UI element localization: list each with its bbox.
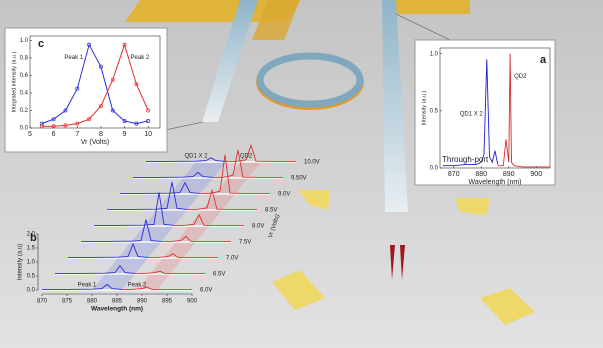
- voltage-label: 7.5V: [239, 240, 251, 246]
- peak-label: Peak 1: [78, 283, 97, 289]
- x-tick-label: 885: [112, 299, 123, 305]
- series-label: Peak 1: [64, 55, 83, 61]
- peak-label: QD2: [514, 74, 527, 80]
- x-tick-label: 880: [87, 299, 98, 305]
- figure: 870 880 890 900 0.0 0.5 1.0 Wavelength (nm) Inte…: [0, 0, 603, 348]
- y-tick-label: 0.0: [27, 288, 36, 294]
- voltage-label: 9.0V: [278, 192, 290, 198]
- y-tick-label: 1.0: [20, 38, 29, 44]
- y-tick-label: 0.0: [430, 166, 439, 172]
- y-tick-label: 0.4: [20, 91, 29, 97]
- y-tick-label: 0.5: [27, 274, 36, 280]
- y-tick-label: 0.8: [20, 55, 29, 61]
- y-tick-label: 0.5: [430, 108, 439, 114]
- y-tick-label: 0.0: [20, 126, 29, 132]
- x-tick-label: 900: [187, 299, 198, 305]
- x-tick-label: 9: [123, 131, 127, 138]
- y-tick-label: 0.6: [20, 73, 29, 79]
- voltage-label: 8.5V: [265, 208, 277, 214]
- x-tick-label: 900: [530, 171, 542, 178]
- y-tick-label: 1.0: [430, 51, 439, 57]
- panel-label: b: [30, 232, 37, 244]
- annotation: Through-port: [442, 155, 489, 164]
- x-tick-label: 5: [28, 131, 32, 138]
- x-tick-label: 875: [62, 299, 73, 305]
- x-tick-label: 870: [448, 171, 460, 178]
- panel-label: c: [38, 38, 44, 50]
- series-label: Peak 2: [131, 55, 150, 61]
- x-tick-label: 8: [99, 131, 103, 138]
- electrode: [395, 0, 470, 14]
- voltage-label: 9.50V: [291, 176, 307, 182]
- x-tick-label: 880: [475, 171, 487, 178]
- y-axis-label: Intensity (a.u): [18, 244, 24, 280]
- panel-label: a: [540, 54, 547, 66]
- y-axis-label: Integrated intensity (a.u.): [11, 51, 17, 112]
- x-tick-label: 7: [75, 131, 79, 138]
- voltage-label: 6.0V: [200, 288, 212, 294]
- x-tick-label: 890: [137, 299, 148, 305]
- voltage-label: 8.0V: [252, 224, 264, 230]
- y-tick-label: 1.0: [27, 260, 36, 266]
- peak-label: Peak 2: [128, 283, 147, 289]
- x-tick-label: 6: [52, 131, 56, 138]
- x-tick-label: 10: [144, 131, 152, 138]
- y-axis-label: Intensity (a.u.): [421, 90, 427, 125]
- voltage-label: 6.5V: [213, 272, 225, 278]
- y-tick-label: 0.2: [20, 108, 29, 114]
- x-tick-label: 870: [37, 299, 48, 305]
- x-tick-label: 895: [162, 299, 173, 305]
- voltage-label: 10.0V: [304, 160, 320, 166]
- y-tick-label: 1.5: [27, 246, 36, 252]
- x-axis-label: Vr (Volts): [81, 139, 110, 146]
- annotation: QD2: [240, 154, 253, 160]
- peak-label: QD1 X 2: [460, 111, 484, 117]
- voltage-label: 7.0V: [226, 256, 238, 262]
- annotation: QD1 X 2: [184, 154, 208, 160]
- x-axis-label: Wavelength (nm): [468, 179, 521, 186]
- x-axis-label: Wavelength (nm): [91, 306, 143, 313]
- x-tick-label: 890: [503, 171, 515, 178]
